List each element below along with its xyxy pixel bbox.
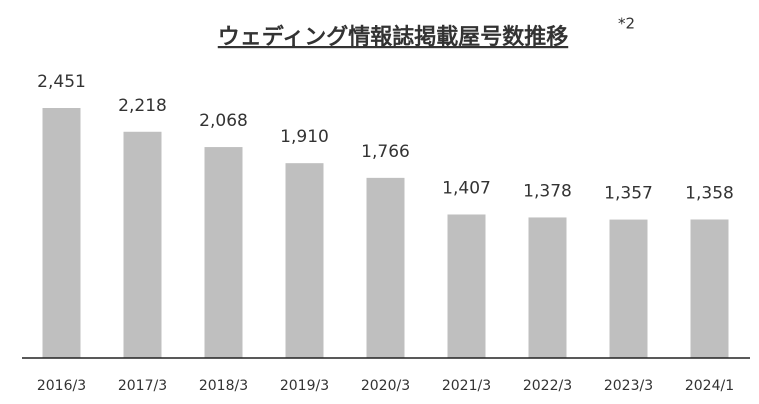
value-label: 2,451 (37, 72, 86, 92)
value-label: 1,378 (523, 181, 572, 201)
bar (528, 217, 567, 358)
x-tick-label: 2024/1 (685, 378, 734, 394)
bar (123, 131, 162, 358)
x-tick-label: 2016/3 (37, 378, 86, 394)
title-note: *2 (618, 15, 635, 33)
x-tick-label: 2021/3 (442, 378, 491, 394)
bar (204, 147, 243, 358)
chart-title: ウェディング情報誌掲載屋号数推移 (218, 24, 568, 50)
x-tick-label: 2018/3 (199, 378, 248, 394)
bar (609, 219, 648, 358)
bar (690, 219, 729, 358)
bar (366, 177, 405, 358)
value-label: 2,068 (199, 111, 248, 131)
value-label: 1,358 (685, 183, 734, 203)
x-tick-label: 2017/3 (118, 378, 167, 394)
value-label: 2,218 (118, 96, 167, 116)
value-label: 1,407 (442, 178, 491, 198)
value-label: 1,766 (361, 142, 410, 162)
value-label: 1,910 (280, 127, 329, 147)
x-tick-label: 2023/3 (604, 378, 653, 394)
value-label: 1,357 (604, 184, 653, 204)
x-tick-label: 2020/3 (361, 378, 410, 394)
x-tick-label: 2022/3 (523, 378, 572, 394)
bar (447, 214, 486, 358)
x-tick-label: 2019/3 (280, 378, 329, 394)
bar (42, 108, 81, 358)
bar (285, 163, 324, 358)
